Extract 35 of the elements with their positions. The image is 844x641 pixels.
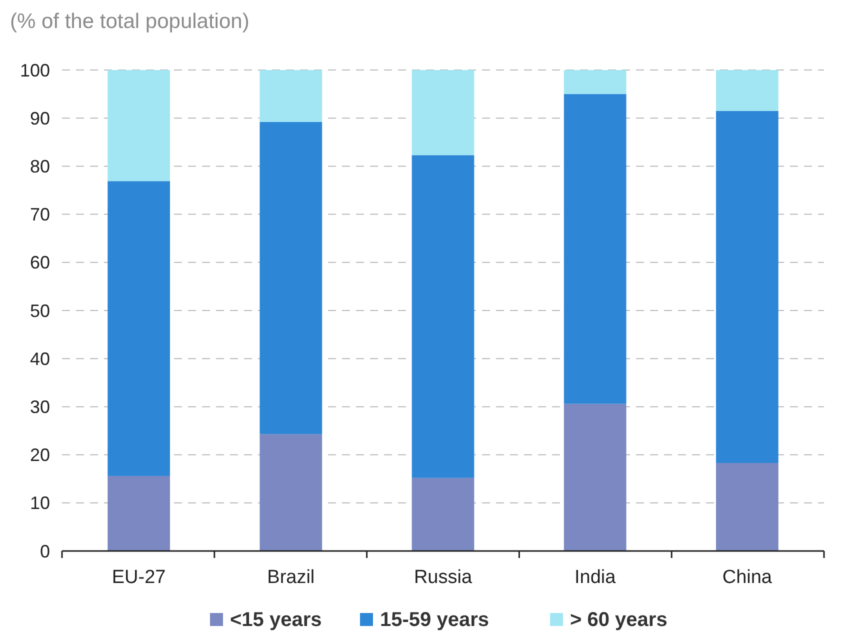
y-tick-label: 50 bbox=[30, 300, 50, 321]
bar bbox=[108, 70, 170, 182]
bar bbox=[716, 462, 778, 551]
legend-label: > 60 years bbox=[570, 609, 668, 631]
y-tick-label: 20 bbox=[30, 445, 50, 466]
bar bbox=[412, 70, 474, 156]
bar bbox=[412, 478, 474, 551]
bar bbox=[716, 110, 778, 463]
x-tick-label: Russia bbox=[414, 567, 472, 588]
bar bbox=[260, 122, 322, 434]
bar bbox=[564, 404, 626, 551]
x-tick-label: India bbox=[574, 567, 616, 588]
bar bbox=[260, 70, 322, 122]
bar bbox=[108, 181, 170, 476]
legend-label: 15-59 years bbox=[380, 609, 489, 631]
y-tick-label: 40 bbox=[30, 348, 50, 369]
chart-title: (% of the total population) bbox=[10, 10, 250, 33]
y-tick-label: 80 bbox=[30, 156, 50, 176]
x-tick-label: China bbox=[722, 567, 772, 588]
bar bbox=[716, 70, 778, 111]
y-tick-label: 100 bbox=[20, 60, 50, 80]
bar bbox=[108, 476, 170, 551]
legend-label: <15 years bbox=[230, 609, 322, 631]
y-tick-label: 90 bbox=[30, 108, 50, 128]
y-tick-label: 30 bbox=[30, 397, 50, 417]
y-tick-label: 0 bbox=[40, 541, 50, 562]
y-tick-label: 70 bbox=[30, 204, 50, 225]
bar bbox=[564, 70, 626, 94]
y-tick-label: 60 bbox=[30, 252, 50, 273]
bar bbox=[260, 434, 322, 551]
x-tick-label: Brazil bbox=[267, 567, 315, 588]
bar bbox=[412, 155, 474, 478]
x-tick-label: EU-27 bbox=[112, 567, 166, 588]
y-tick-label: 10 bbox=[30, 493, 50, 514]
bar bbox=[564, 94, 626, 404]
